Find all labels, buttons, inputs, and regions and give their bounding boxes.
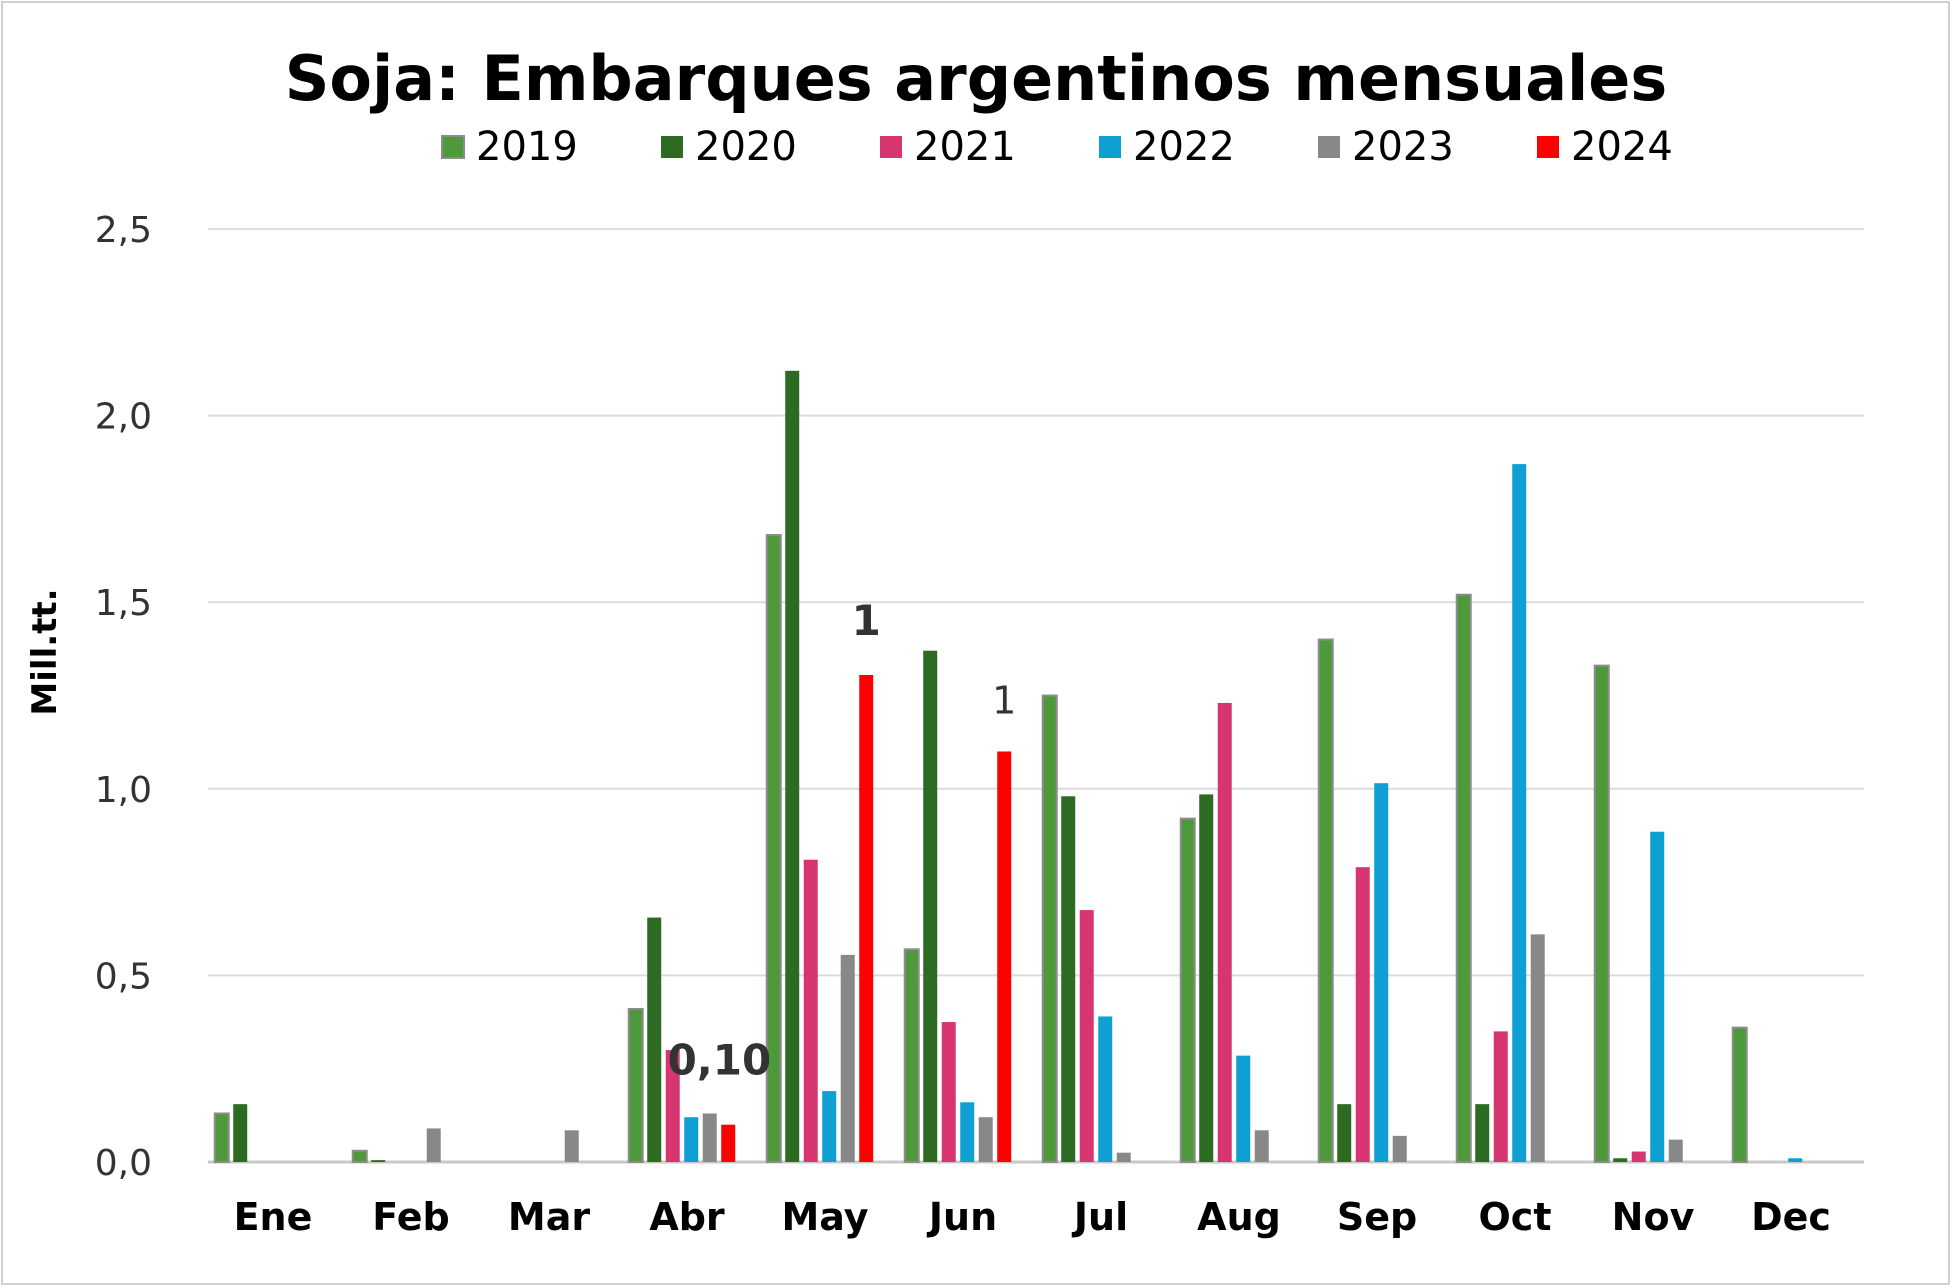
bar-2021-Jul xyxy=(1079,910,1094,1162)
legend-swatch-2019 xyxy=(441,135,465,159)
bar-2022-Dec xyxy=(1788,1158,1803,1162)
x-tick-label-Mar: Mar xyxy=(508,1195,590,1239)
bar-2023-May xyxy=(840,954,855,1162)
bar-2024-Abr xyxy=(721,1124,736,1162)
bar-2020-Aug xyxy=(1199,794,1214,1162)
bar-2019-Oct xyxy=(1455,593,1472,1163)
bars xyxy=(213,370,1803,1164)
bar-2021-May xyxy=(803,859,818,1162)
bar-2019-Ene xyxy=(213,1112,230,1164)
bar-2020-Feb xyxy=(371,1160,386,1162)
bar-2021-Oct xyxy=(1493,1031,1508,1162)
bar-2022-Jul xyxy=(1098,1016,1113,1162)
legend-swatch-2021 xyxy=(880,136,902,158)
bar-2020-Jul xyxy=(1061,796,1076,1162)
bar-2021-Jun xyxy=(941,1022,956,1162)
legend-swatch-2024 xyxy=(1537,136,1559,158)
bar-2024-Jun xyxy=(997,751,1012,1162)
bar-2021-Aug xyxy=(1217,702,1232,1162)
legend-label-2023: 2023 xyxy=(1352,124,1454,170)
bar-2022-Jun xyxy=(960,1102,975,1162)
x-tick-label-Ene: Ene xyxy=(234,1195,313,1239)
bar-2020-May xyxy=(785,370,800,1162)
gridlines xyxy=(208,228,1864,1164)
legend-label-2022: 2022 xyxy=(1133,124,1235,170)
bar-2020-Abr xyxy=(647,917,662,1162)
bar-2020-Ene xyxy=(233,1104,248,1162)
legend-swatch-2022 xyxy=(1099,136,1121,158)
bar-2019-Feb xyxy=(351,1149,368,1163)
bar-2019-Abr xyxy=(627,1007,644,1163)
x-tick-label-Jul: Jul xyxy=(1071,1195,1128,1239)
legend: 2019 2020 2021 2022 2023 2024 xyxy=(441,124,1673,170)
bar-2022-Abr xyxy=(684,1117,699,1162)
y-tick-label: 1,5 xyxy=(95,583,152,624)
data-label-Jun: 1 xyxy=(992,678,1016,722)
bar-2019-May xyxy=(765,534,782,1163)
bar-2023-Feb xyxy=(426,1128,441,1162)
x-tick-label-Dec: Dec xyxy=(1751,1195,1831,1239)
chart-title: Soja: Embarques argentinos mensuales xyxy=(285,42,1668,115)
bar-2019-Aug xyxy=(1179,817,1196,1163)
bar-2020-Oct xyxy=(1475,1104,1490,1162)
legend-label-2020: 2020 xyxy=(695,124,797,170)
bar-2022-Aug xyxy=(1236,1055,1251,1162)
legend-swatch-2023 xyxy=(1318,136,1340,158)
bar-2023-Nov xyxy=(1668,1139,1683,1162)
x-tick-label-Sep: Sep xyxy=(1337,1195,1417,1239)
y-axis-ticks: 0,0 0,5 1,0 1,5 2,0 2,5 xyxy=(95,210,152,1184)
x-tick-label-Nov: Nov xyxy=(1612,1195,1695,1239)
data-labels: 0,10 1 1 xyxy=(668,596,1017,1085)
bar-2021-Nov xyxy=(1631,1151,1646,1162)
legend-label-2024: 2024 xyxy=(1571,124,1673,170)
bar-2019-Dec xyxy=(1731,1026,1748,1163)
x-axis-ticks: Ene Feb Mar Abr May Jun Jul Aug Sep Oct Nov Dec xyxy=(234,1195,1831,1239)
x-tick-label-May: May xyxy=(781,1195,868,1239)
x-tick-label-Abr: Abr xyxy=(649,1195,725,1239)
data-label-May: 1 xyxy=(852,596,881,645)
bar-2022-Sep xyxy=(1374,783,1389,1162)
bar-2019-Jul xyxy=(1041,694,1058,1163)
y-tick-label: 2,5 xyxy=(95,210,152,251)
bar-2023-Jun xyxy=(978,1117,993,1162)
bar-2020-Jun xyxy=(923,650,938,1162)
bar-2019-Nov xyxy=(1593,664,1610,1163)
bar-2023-Sep xyxy=(1392,1135,1407,1162)
legend-swatch-2020 xyxy=(661,136,683,158)
legend-label-2021: 2021 xyxy=(914,124,1016,170)
bar-2023-Mar xyxy=(564,1130,579,1162)
x-tick-label-Aug: Aug xyxy=(1197,1195,1281,1239)
y-tick-label: 1,0 xyxy=(95,770,152,811)
bar-2022-Nov xyxy=(1650,831,1665,1162)
bar-2022-Oct xyxy=(1512,464,1527,1163)
y-tick-label: 0,0 xyxy=(95,1143,152,1184)
bar-2023-Jul xyxy=(1116,1152,1131,1162)
y-tick-label: 0,5 xyxy=(95,956,152,997)
bar-2024-May xyxy=(859,674,874,1162)
bar-2021-Sep xyxy=(1355,867,1370,1162)
y-tick-label: 2,0 xyxy=(95,397,152,438)
bar-2020-Nov xyxy=(1613,1158,1628,1162)
bar-2023-Abr xyxy=(702,1113,717,1162)
x-tick-label-Oct: Oct xyxy=(1479,1195,1552,1239)
bar-2020-Sep xyxy=(1337,1104,1352,1162)
bar-2022-May xyxy=(822,1091,837,1162)
data-label-Abr: 0,10 xyxy=(668,1036,772,1085)
bar-2019-Sep xyxy=(1317,638,1334,1163)
bar-2021-Abr xyxy=(665,1050,680,1162)
bar-2023-Oct xyxy=(1530,934,1545,1162)
x-tick-label-Feb: Feb xyxy=(372,1195,449,1239)
bar-2019-Jun xyxy=(903,948,920,1163)
x-tick-label-Jun: Jun xyxy=(926,1195,997,1239)
bar-2023-Aug xyxy=(1254,1130,1269,1162)
legend-label-2019: 2019 xyxy=(476,124,578,170)
y-axis-label: Mill.tt. xyxy=(25,588,65,715)
